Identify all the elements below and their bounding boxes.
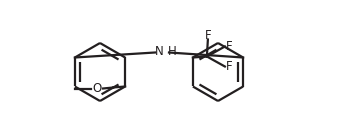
Text: F: F — [204, 29, 211, 42]
Text: H: H — [168, 45, 176, 58]
Text: O: O — [92, 82, 102, 95]
Text: F: F — [226, 40, 232, 53]
Text: F: F — [226, 60, 232, 73]
Text: N: N — [155, 45, 163, 58]
